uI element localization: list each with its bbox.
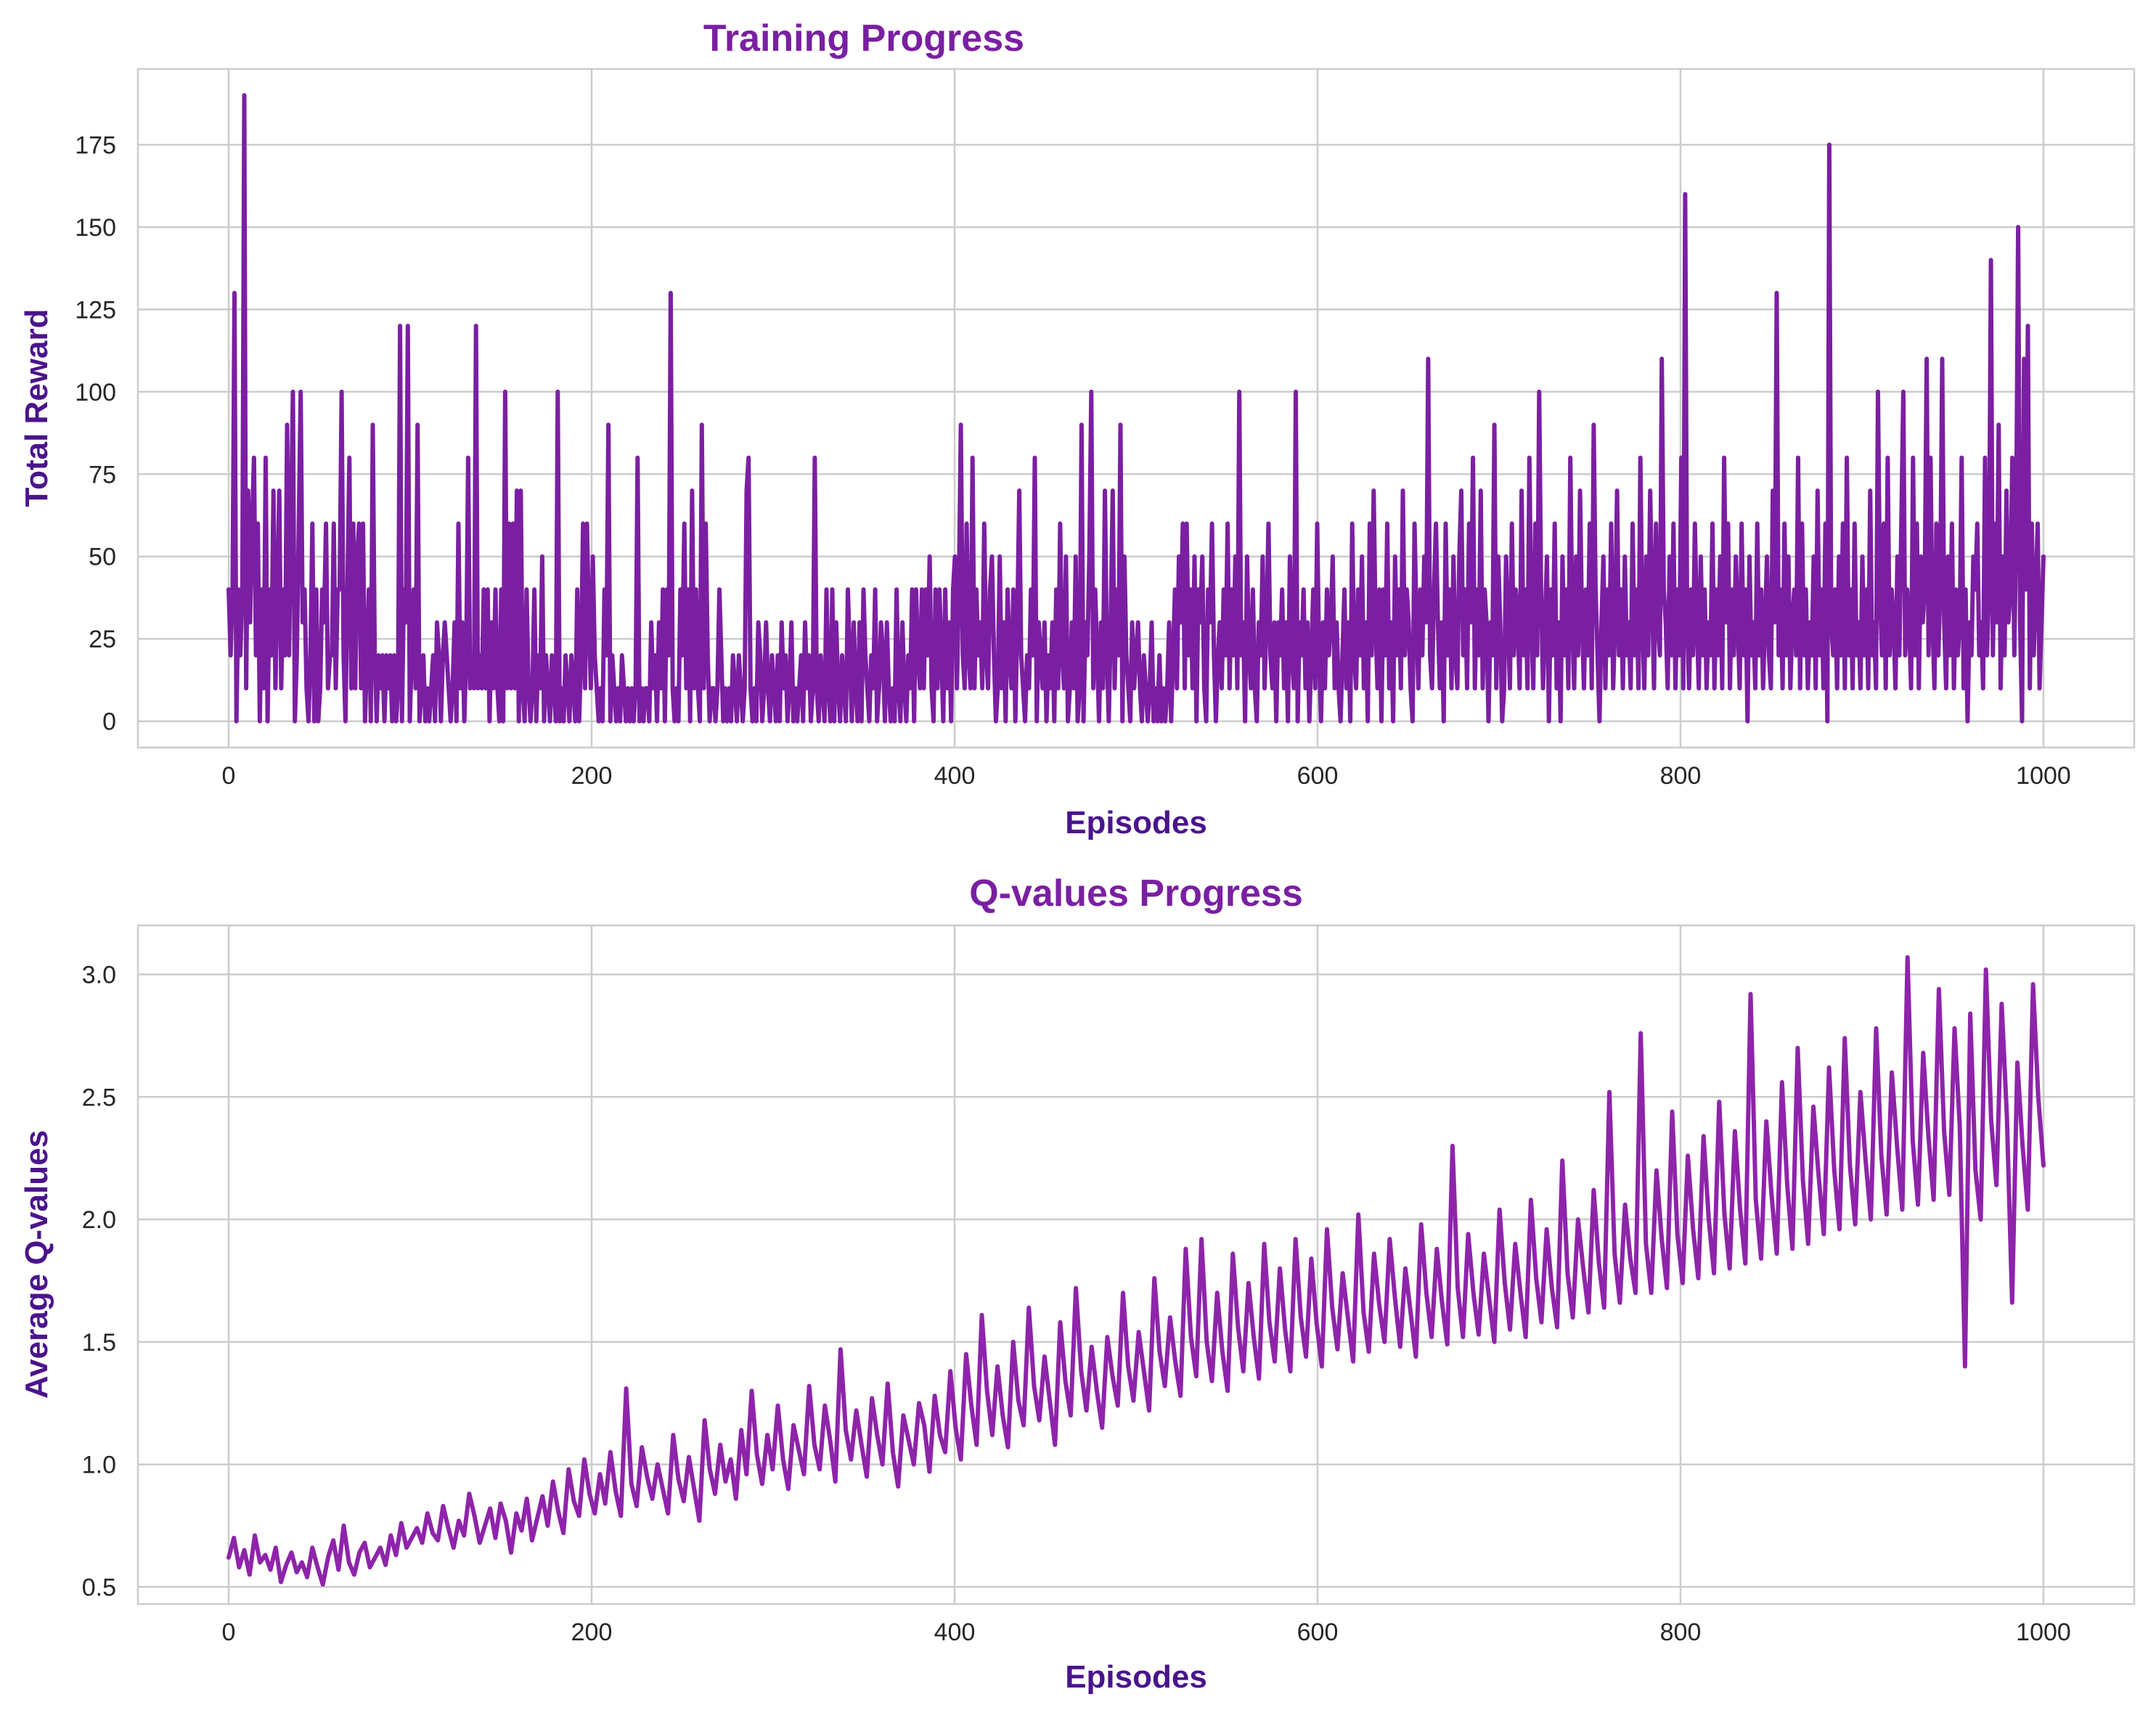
chart-title: Training Progress — [703, 17, 1024, 60]
y-axis-label: Total Reward — [19, 308, 54, 507]
reward-series-line — [226, 93, 2046, 724]
y-tick-label: 2.0 — [82, 1206, 116, 1234]
x-tick-label: 600 — [1297, 1619, 1339, 1646]
y-tick-label: 175 — [75, 131, 116, 159]
x-tick-label: 400 — [934, 1619, 976, 1646]
x-tick-label: 1000 — [2016, 1619, 2071, 1646]
x-tick-label: 600 — [1297, 762, 1339, 790]
chart-training-progress: Training Progress 0 200 400 600 800 1000 0 25 5… — [19, 17, 2136, 840]
grid — [138, 925, 2134, 1604]
y-tick-label: 1.0 — [82, 1452, 116, 1479]
chart-q-values-progress: Q-values Progress 0 200 400 600 800 1000 0.5 1… — [19, 872, 2136, 1695]
y-tick-label: 0 — [102, 708, 116, 736]
x-tick-labels: 0 200 400 600 800 1000 — [222, 762, 2071, 790]
y-tick-label: 2.5 — [82, 1084, 116, 1111]
y-tick-label: 125 — [75, 296, 116, 324]
plot-frame — [136, 924, 2136, 1605]
grid — [138, 69, 2134, 748]
y-tick-label: 1.5 — [82, 1329, 116, 1357]
x-tick-label: 400 — [934, 762, 976, 790]
y-tick-label: 150 — [75, 214, 116, 242]
x-axis-label: Episodes — [1065, 805, 1207, 840]
y-tick-label: 100 — [75, 379, 116, 406]
q-values-series-line — [226, 954, 2046, 1587]
y-tick-label: 25 — [89, 626, 116, 653]
x-tick-label: 200 — [571, 762, 613, 790]
x-tick-label: 200 — [571, 1619, 613, 1646]
x-axis-label: Episodes — [1065, 1659, 1207, 1695]
y-tick-label: 3.0 — [82, 962, 116, 989]
y-tick-labels: 0 25 50 75 100 125 150 175 — [75, 131, 116, 735]
y-tick-label: 75 — [89, 461, 116, 488]
chart-title: Q-values Progress — [969, 872, 1303, 915]
x-tick-label: 0 — [222, 762, 236, 790]
y-tick-labels: 0.5 1.0 1.5 2.0 2.5 3.0 — [82, 962, 116, 1602]
y-tick-label: 50 — [89, 544, 116, 571]
plot-frame — [136, 68, 2136, 749]
x-tick-label: 800 — [1660, 762, 1702, 790]
x-tick-label: 0 — [222, 1619, 236, 1646]
y-tick-label: 0.5 — [82, 1574, 116, 1601]
y-axis-label: Average Q-values — [19, 1130, 54, 1399]
x-tick-labels: 0 200 400 600 800 1000 — [222, 1619, 2071, 1646]
x-tick-label: 800 — [1660, 1619, 1702, 1646]
x-tick-label: 1000 — [2016, 762, 2071, 790]
